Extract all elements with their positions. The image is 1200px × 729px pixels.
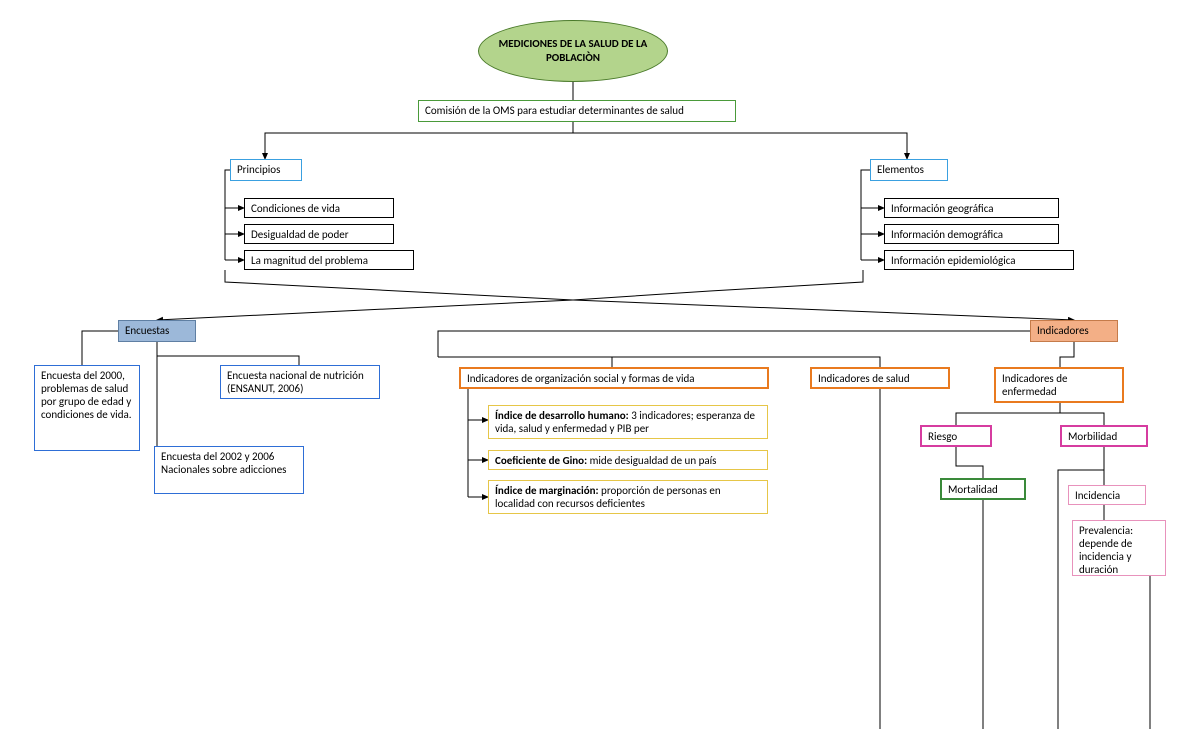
encuestas-box: Encuestas bbox=[118, 320, 196, 342]
elementos-item: Información geográfica bbox=[884, 198, 1059, 218]
encuesta-item: Encuesta nacional de nutrición (ENSANUT,… bbox=[220, 365, 380, 399]
elementos-box: Elementos bbox=[870, 159, 948, 181]
oms-box: Comisión de la OMS para estudiar determi… bbox=[418, 100, 736, 122]
root-ellipse: MEDICIONES DE LA SALUD DE LA POBLACIÒN bbox=[478, 20, 668, 82]
prevalencia-box: Prevalencia: depende de incidencia y dur… bbox=[1072, 520, 1166, 576]
principios-box: Principios bbox=[230, 159, 302, 181]
morbilidad-box: Morbilidad bbox=[1060, 425, 1148, 447]
indicadores-box: Indicadores bbox=[1030, 320, 1118, 342]
ind-salud-label: Indicadores de salud bbox=[818, 372, 910, 385]
riesgo-box: Riesgo bbox=[920, 425, 992, 447]
oms-label: Comisión de la OMS para estudiar determi… bbox=[425, 104, 684, 117]
indicadores-label: Indicadores bbox=[1037, 324, 1089, 337]
ind-org-item: Índice de marginación: proporción de per… bbox=[488, 480, 768, 514]
ind-org-label: Indicadores de organización social y for… bbox=[467, 372, 695, 385]
ind-org-item: Coeficiente de Gino: mide desigualdad de… bbox=[488, 450, 768, 470]
principios-label: Principios bbox=[237, 163, 280, 176]
root-label: MEDICIONES DE LA SALUD DE LA POBLACIÒN bbox=[479, 37, 667, 65]
ind-org-item: Índice de desarrollo humano: 3 indicador… bbox=[488, 405, 768, 439]
encuestas-label: Encuestas bbox=[125, 324, 169, 337]
encuesta-item: Encuesta del 2000, problemas de salud po… bbox=[34, 365, 140, 451]
principios-item: Condiciones de vida bbox=[244, 198, 394, 218]
ind-enfermedad-box: Indicadores de enfermedad bbox=[994, 367, 1124, 403]
ind-org-box: Indicadores de organización social y for… bbox=[459, 367, 769, 389]
principios-item: La magnitud del problema bbox=[244, 250, 414, 270]
mortalidad-box: Mortalidad bbox=[940, 478, 1026, 500]
incidencia-box: Incidencia bbox=[1068, 485, 1146, 505]
elementos-item: Información epidemiológica bbox=[884, 250, 1074, 270]
principios-item: Desigualdad de poder bbox=[244, 224, 394, 244]
morbilidad-label: Morbilidad bbox=[1068, 430, 1117, 443]
prevalencia-label: Prevalencia: depende de incidencia y dur… bbox=[1079, 524, 1133, 576]
incidencia-label: Incidencia bbox=[1075, 489, 1120, 502]
elementos-label: Elementos bbox=[877, 163, 924, 176]
elementos-item: Información demográfica bbox=[884, 224, 1059, 244]
encuesta-item: Encuesta del 2002 y 2006 Nacionales sobr… bbox=[154, 446, 304, 494]
riesgo-label: Riesgo bbox=[928, 430, 957, 443]
ind-salud-box: Indicadores de salud bbox=[810, 367, 950, 389]
ind-enfermedad-label: Indicadores de enfermedad bbox=[1002, 372, 1067, 398]
mortalidad-label: Mortalidad bbox=[948, 483, 998, 496]
